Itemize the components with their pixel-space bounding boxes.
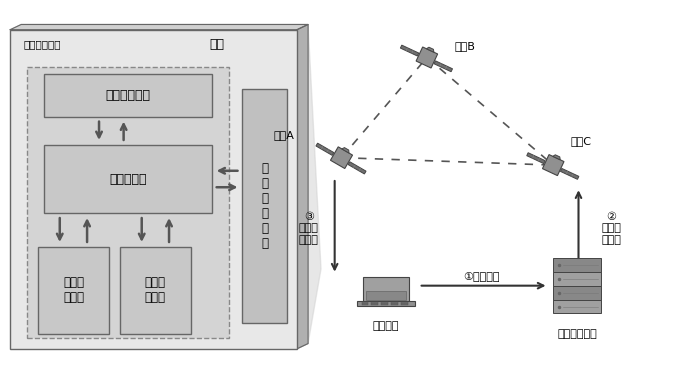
Bar	[357, 301, 415, 306]
Bar	[44, 74, 212, 117]
Polygon shape	[416, 47, 438, 68]
Bar	[242, 89, 287, 323]
Polygon shape	[316, 143, 334, 155]
Bar	[361, 304, 369, 305]
Text: 空间路由器: 空间路由器	[109, 173, 147, 186]
Polygon shape	[426, 47, 434, 52]
Text: ③
业务数
据请求: ③ 业务数 据请求	[298, 211, 319, 245]
Text: ①用户注册: ①用户注册	[463, 272, 500, 281]
Polygon shape	[527, 153, 545, 164]
Text: 用户管理系统: 用户管理系统	[557, 329, 597, 339]
Bar	[372, 303, 378, 304]
Bar	[553, 300, 601, 313]
Text: 激光通
信模块: 激光通 信模块	[63, 276, 84, 304]
Text: 卫
星
控
制
平
台: 卫 星 控 制 平 台	[261, 162, 268, 250]
Bar	[361, 303, 369, 304]
Bar	[401, 302, 408, 303]
Polygon shape	[553, 155, 560, 160]
Text: 应用服务平台: 应用服务平台	[106, 89, 150, 102]
Bar	[363, 277, 409, 302]
Polygon shape	[342, 148, 349, 153]
Text: 卫星C: 卫星C	[570, 136, 591, 146]
Bar	[372, 304, 378, 305]
Text: 卫星: 卫星	[209, 38, 224, 51]
Bar	[553, 258, 601, 272]
Bar	[391, 303, 398, 304]
Bar	[381, 304, 388, 305]
Bar	[401, 303, 408, 304]
Polygon shape	[297, 24, 308, 349]
Bar	[401, 304, 408, 305]
Text: ②
用户信
息上注: ② 用户信 息上注	[601, 211, 622, 245]
Bar	[372, 302, 378, 303]
Text: 数据服务系统: 数据服务系统	[24, 40, 61, 49]
Bar	[391, 304, 398, 305]
Polygon shape	[331, 147, 352, 168]
Text: 微波通
信模块: 微波通 信模块	[145, 276, 166, 304]
Bar	[120, 247, 191, 334]
Bar	[27, 67, 229, 338]
Bar	[38, 247, 109, 334]
Polygon shape	[10, 24, 308, 30]
Bar	[391, 302, 398, 303]
Polygon shape	[348, 162, 366, 174]
Polygon shape	[308, 24, 321, 344]
Polygon shape	[561, 168, 579, 179]
Bar	[361, 302, 369, 303]
Bar	[553, 286, 601, 300]
Bar	[10, 30, 297, 349]
Bar	[44, 145, 212, 213]
Polygon shape	[400, 45, 419, 56]
Polygon shape	[542, 155, 564, 175]
Bar	[381, 303, 388, 304]
Bar	[553, 272, 601, 286]
Bar	[366, 290, 406, 300]
Polygon shape	[434, 61, 453, 72]
Bar	[381, 302, 388, 303]
Text: 终端用户: 终端用户	[373, 322, 399, 331]
Text: 卫星B: 卫星B	[454, 42, 475, 51]
Text: 卫星A: 卫星A	[273, 131, 294, 140]
